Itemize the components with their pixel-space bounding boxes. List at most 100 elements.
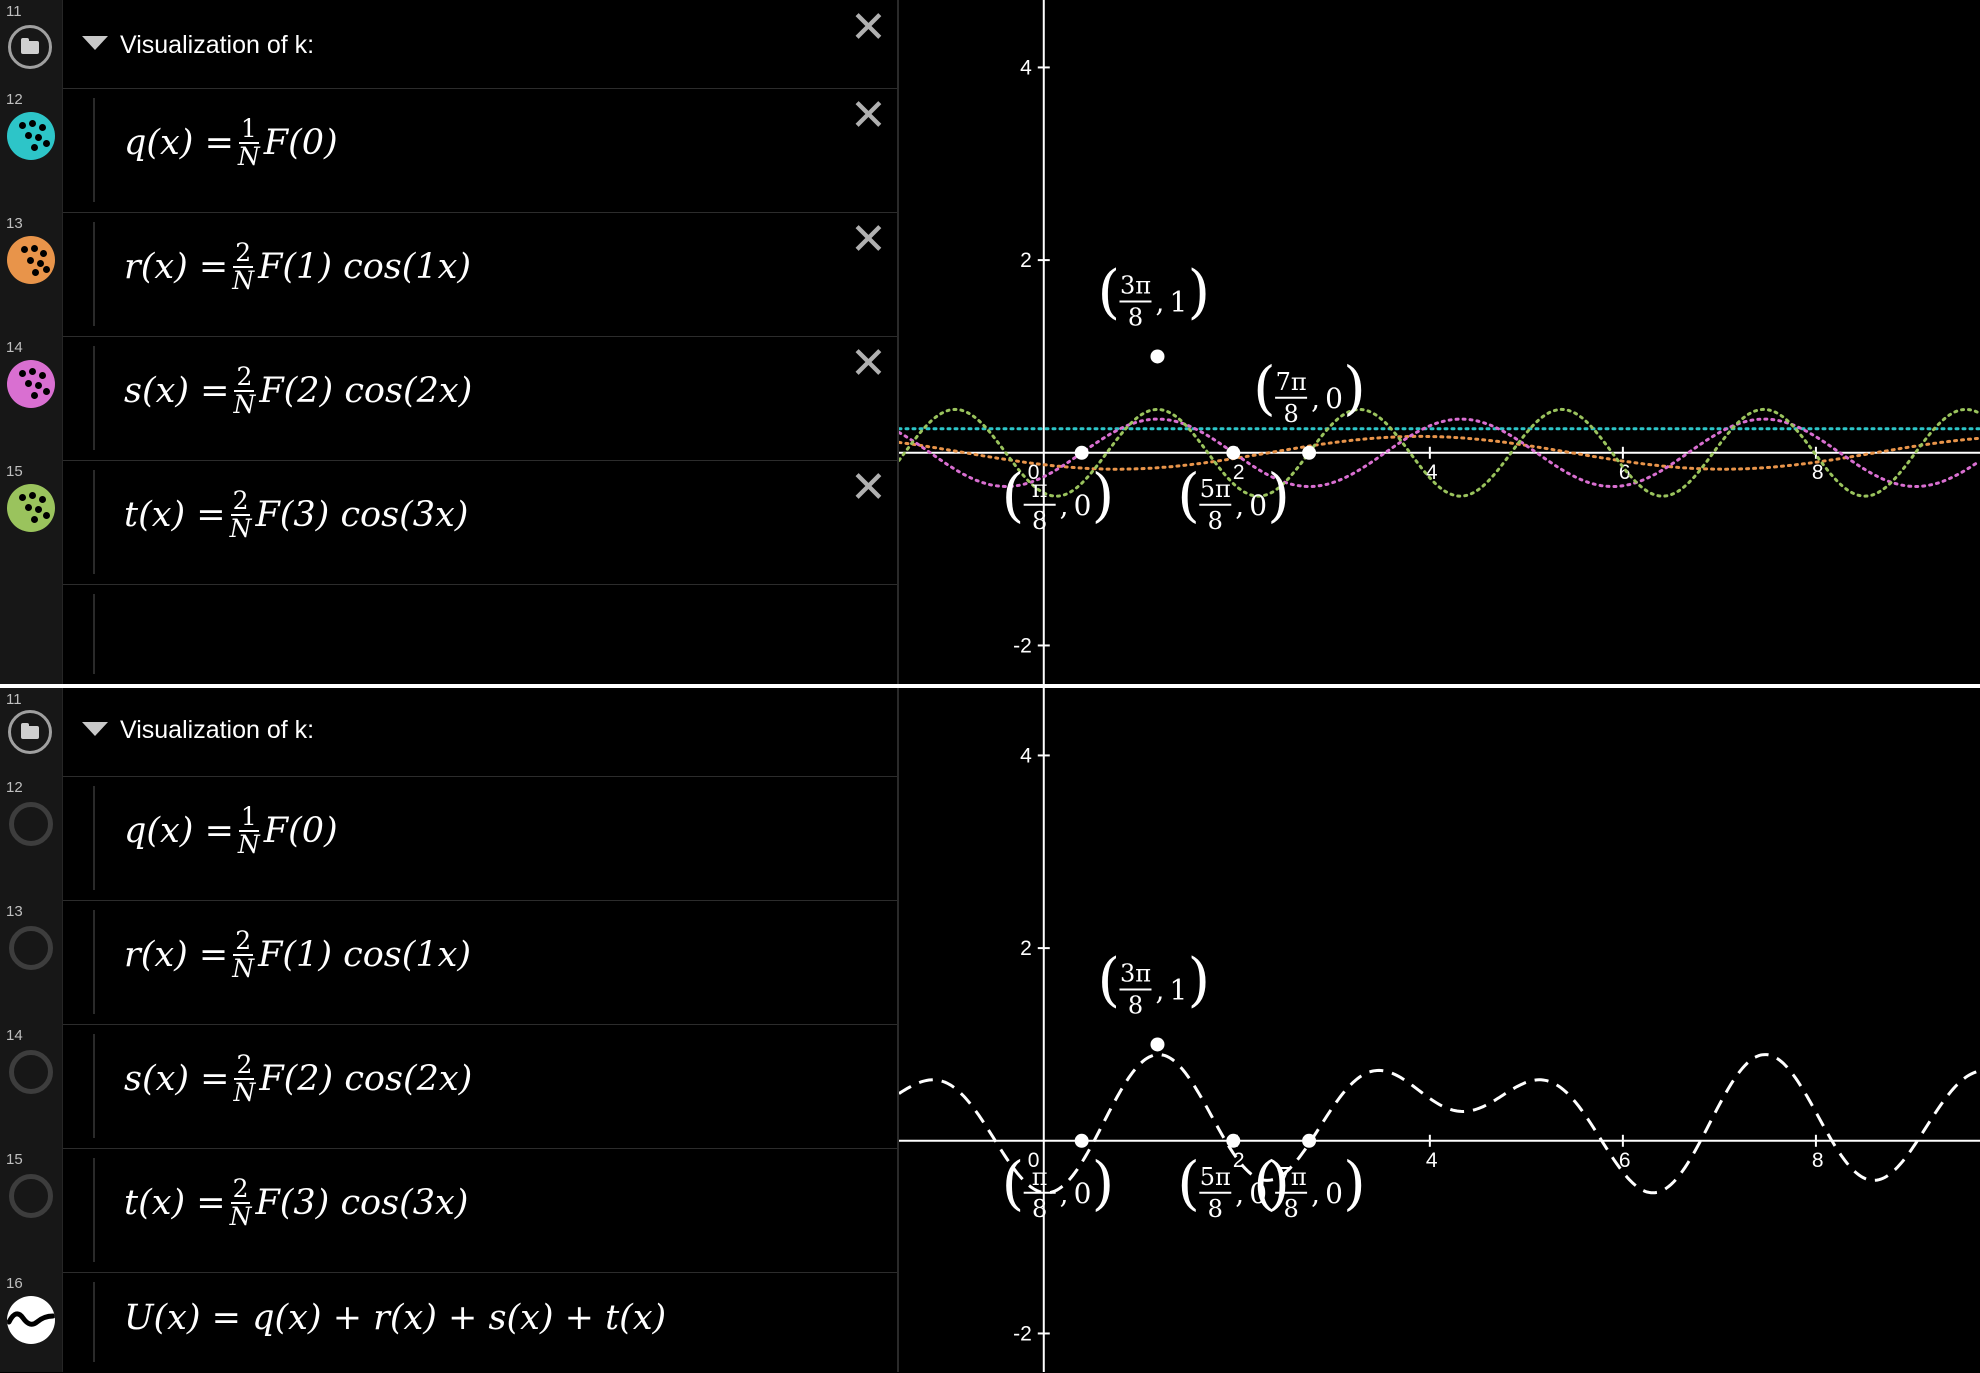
y-tick-label: 2 bbox=[1020, 937, 1032, 960]
point-label: (5π 8, 0) bbox=[1177, 1149, 1290, 1223]
color-swatch-icon[interactable] bbox=[7, 236, 55, 284]
label-fraction-num: 7π bbox=[1276, 1163, 1307, 1191]
label-fraction-num: 5π bbox=[1200, 475, 1231, 503]
row-number: 14 bbox=[6, 1027, 23, 1044]
label-paren-right: ) bbox=[1267, 461, 1290, 529]
hidden-toggle-icon[interactable] bbox=[9, 1050, 53, 1094]
row-number: 12 bbox=[6, 779, 23, 796]
expression-row[interactable]: 16 U(x) = q(x) + r(x) + s(x) + t(x) bbox=[0, 1272, 897, 1372]
folder-row[interactable]: 11 Visualization of k: bbox=[0, 688, 897, 777]
label-paren-left: ( bbox=[1002, 1149, 1025, 1217]
y-tick-label: 4 bbox=[1020, 744, 1032, 767]
collapse-triangle-icon[interactable] bbox=[82, 36, 108, 50]
point-label: (7π 8, 0) bbox=[1253, 354, 1366, 428]
label-fraction-num: 5π bbox=[1200, 1163, 1231, 1191]
label-y-value: 0 bbox=[1325, 1177, 1343, 1210]
label-y-value: 0 bbox=[1249, 1177, 1267, 1210]
close-icon[interactable]: ✕ bbox=[850, 215, 887, 264]
wave-swatch-icon[interactable] bbox=[7, 1296, 55, 1344]
color-swatch-icon[interactable] bbox=[7, 112, 55, 160]
folder-icon[interactable] bbox=[8, 710, 52, 754]
empty-expression-row[interactable] bbox=[0, 584, 897, 684]
label-paren-right: ) bbox=[1092, 1149, 1115, 1217]
collapse-triangle-icon[interactable] bbox=[82, 722, 108, 736]
row-number: 14 bbox=[6, 339, 23, 356]
label-comma: , bbox=[1060, 489, 1069, 522]
point-label: (π8, 0) bbox=[1002, 461, 1115, 535]
close-icon[interactable]: ✕ bbox=[850, 91, 887, 140]
close-icon[interactable]: ✕ bbox=[850, 3, 887, 52]
label-paren-left: ( bbox=[1097, 257, 1120, 325]
label-comma: , bbox=[1155, 973, 1164, 1006]
graph-canvas[interactable]: 0 2 4 6 8 4 2 -2(π 8, 0)(3π 8, 1)(5π 8, 0)(7π 8, 0) bbox=[899, 688, 1980, 1372]
hidden-toggle-icon[interactable] bbox=[9, 926, 53, 970]
row-number: 11 bbox=[6, 3, 22, 20]
color-swatch-icon[interactable] bbox=[7, 360, 55, 408]
x-tick-label: 4 bbox=[1426, 1149, 1438, 1172]
label-paren-right: ) bbox=[1343, 1149, 1366, 1217]
curve-U bbox=[899, 1053, 1980, 1195]
label-fraction-num: π bbox=[1032, 1163, 1048, 1191]
x-tick-label: 6 bbox=[1619, 461, 1631, 484]
folder-row[interactable]: 11 Visualization of k: ✕ bbox=[0, 0, 897, 89]
graph-svg[interactable]: 0 2 4 6 842-2(π8, 0)(3π8, 1)(5π8, 0)(7π8, 0) bbox=[899, 0, 1980, 684]
label-fraction-den: 8 bbox=[1208, 1195, 1223, 1223]
x-tick-label: 8 bbox=[1812, 1149, 1824, 1172]
label-paren-left: ( bbox=[1253, 354, 1276, 422]
point-marker bbox=[1074, 445, 1089, 460]
point-marker bbox=[1150, 349, 1165, 364]
label-fraction-den: 8 bbox=[1128, 303, 1143, 331]
point-marker bbox=[1226, 1133, 1241, 1148]
graph-canvas[interactable]: 0 2 4 6 8 4 2 -2(π 8, 0)(3π 8, 1)(5π 8, 0)(7π 8, 0) bbox=[899, 0, 1980, 684]
panel-divider bbox=[0, 684, 1980, 688]
label-fraction-num: 3π bbox=[1120, 271, 1151, 299]
label-paren-right: ) bbox=[1267, 1149, 1290, 1217]
x-tick-label: 0 bbox=[1028, 461, 1040, 484]
color-swatch-icon[interactable] bbox=[7, 484, 55, 532]
label-y-value: 0 bbox=[1249, 489, 1267, 522]
label-comma: , bbox=[1235, 489, 1244, 522]
row-number: 15 bbox=[6, 1151, 23, 1168]
close-icon[interactable]: ✕ bbox=[850, 339, 887, 388]
point-label: (5π 8, 0) bbox=[1177, 461, 1290, 535]
label-comma: , bbox=[1311, 1177, 1320, 1210]
row-number: 16 bbox=[6, 1275, 23, 1292]
formula[interactable]: U(x) = q(x) + r(x) + s(x) + t(x) bbox=[124, 1298, 667, 1338]
point-marker bbox=[1302, 445, 1317, 460]
curve-r bbox=[899, 434, 1980, 471]
close-icon[interactable]: ✕ bbox=[850, 463, 887, 512]
point-label: (3π 8, 1) bbox=[1097, 257, 1210, 331]
row-number: 11 bbox=[6, 691, 22, 708]
hidden-toggle-icon[interactable] bbox=[9, 1174, 53, 1218]
folder-icon[interactable] bbox=[8, 25, 52, 69]
point-marker bbox=[1074, 1133, 1089, 1148]
label-paren-left: ( bbox=[1253, 1149, 1276, 1217]
point-label: (3π 8, 1) bbox=[1097, 945, 1210, 1019]
row-number: 13 bbox=[6, 903, 23, 920]
hidden-toggle-icon[interactable] bbox=[9, 802, 53, 846]
x-tick-label: 4 bbox=[1426, 461, 1438, 484]
row-number: 15 bbox=[6, 463, 23, 480]
graph-svg[interactable]: 0 2 4 6 842-2(π8, 0)(3π8, 1)(5π8, 0)(7π8, 0) bbox=[899, 688, 1980, 1372]
label-paren-left: ( bbox=[1177, 461, 1200, 529]
label-fraction-num: π bbox=[1032, 475, 1048, 503]
